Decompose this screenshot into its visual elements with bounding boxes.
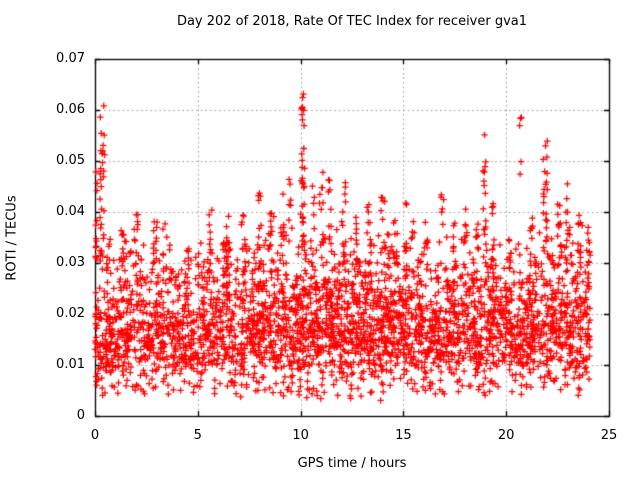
y-tick-label: 0.07 [56,51,85,66]
x-tick-label: 20 [497,428,515,443]
y-tick-label: 0.06 [56,102,85,117]
x-tick-label: 25 [600,428,618,443]
y-tick-label: 0.04 [56,204,85,219]
chart-title: Day 202 of 2018, Rate Of TEC Index for r… [176,14,528,29]
y-tick-label: 0.03 [56,255,85,270]
x-axis-label: GPS time / hours [297,456,407,471]
x-tick-label: 10 [292,428,309,443]
x-tick-label: 5 [193,428,202,443]
x-tick-label: 15 [395,428,412,443]
y-tick-label: 0.01 [56,357,85,372]
y-tick-label: 0.02 [56,306,85,321]
y-tick-label: 0 [76,408,85,423]
x-tick-label: 0 [90,428,100,443]
y-tick-label: 0.05 [56,153,85,168]
